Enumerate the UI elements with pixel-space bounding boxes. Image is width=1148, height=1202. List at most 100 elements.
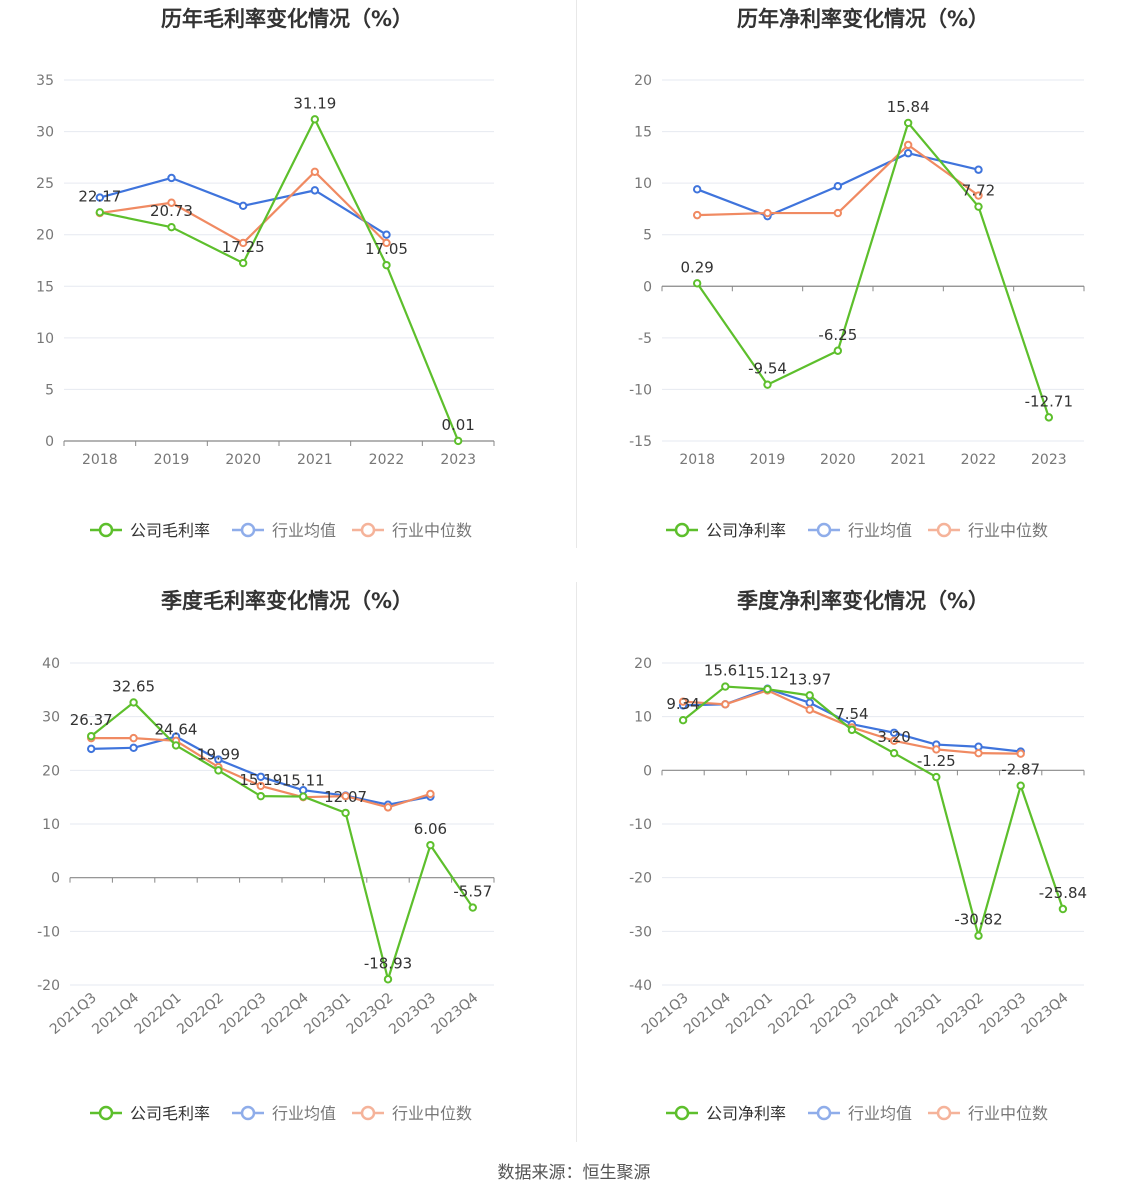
data-point-company[interactable] bbox=[1016, 781, 1025, 790]
data-point-industry-median[interactable] bbox=[805, 705, 814, 714]
legend-item-industry-median[interactable]: 行业中位数 bbox=[928, 521, 1048, 540]
data-label: -6.25 bbox=[818, 326, 857, 344]
y-tick-label: 0 bbox=[643, 763, 652, 779]
data-point-industry-avg[interactable] bbox=[256, 772, 265, 781]
data-point-industry-median[interactable] bbox=[341, 791, 350, 801]
data-point-company[interactable] bbox=[468, 903, 477, 912]
data-point-company[interactable] bbox=[453, 436, 463, 446]
data-point-industry-avg[interactable] bbox=[805, 698, 814, 707]
data-point-industry-median[interactable] bbox=[763, 208, 772, 218]
data-point-industry-avg[interactable] bbox=[833, 182, 843, 191]
data-point-industry-avg[interactable] bbox=[167, 173, 176, 183]
data-point-company[interactable] bbox=[763, 380, 772, 389]
data-point-industry-median[interactable] bbox=[382, 238, 391, 248]
data-point-company[interactable] bbox=[341, 808, 350, 818]
data-point-industry-median[interactable] bbox=[238, 238, 248, 248]
y-tick-label: 35 bbox=[36, 73, 54, 89]
data-label: 15.11 bbox=[282, 772, 325, 790]
data-point-industry-median[interactable] bbox=[310, 167, 320, 176]
legend-item-company[interactable]: 公司净利率 bbox=[666, 1104, 786, 1123]
data-point-company[interactable] bbox=[847, 725, 857, 735]
data-point-industry-avg[interactable] bbox=[87, 744, 96, 754]
data-point-company[interactable] bbox=[129, 698, 138, 707]
data-point-company[interactable] bbox=[1058, 904, 1068, 914]
data-point-company[interactable] bbox=[763, 684, 772, 694]
data-point-company[interactable] bbox=[256, 791, 265, 801]
x-tick-label: 2022Q2 bbox=[174, 990, 227, 1038]
data-label: 19.99 bbox=[197, 745, 240, 763]
data-point-company[interactable] bbox=[1044, 413, 1054, 422]
data-point-company[interactable] bbox=[87, 731, 96, 741]
data-point-industry-median[interactable] bbox=[129, 733, 138, 743]
data-point-industry-median[interactable] bbox=[833, 208, 843, 218]
chart-svg: 历年净利率变化情况（%） -15 -10 -5 0 5 10 15 20 2018 2019 2020… bbox=[629, 7, 1085, 540]
data-point-industry-median[interactable] bbox=[1016, 749, 1025, 758]
data-point-company[interactable] bbox=[310, 115, 320, 124]
legend-item-industry-median[interactable]: 行业中位数 bbox=[352, 1104, 472, 1123]
y-tick-label: 10 bbox=[42, 817, 60, 833]
data-point-company[interactable] bbox=[805, 691, 814, 700]
data-point-company[interactable] bbox=[214, 766, 223, 775]
legend-item-company[interactable]: 公司净利率 bbox=[666, 521, 786, 540]
data-point-company[interactable] bbox=[238, 258, 248, 268]
data-point-industry-median[interactable] bbox=[903, 140, 913, 150]
data-point-industry-avg[interactable] bbox=[692, 185, 702, 194]
chart-svg: 季度净利率变化情况（%） -40 -30 -20 -10 0 10 20 2021Q32021Q… bbox=[629, 589, 1087, 1123]
data-point-industry-median[interactable] bbox=[383, 803, 393, 812]
data-point-company[interactable] bbox=[383, 975, 393, 984]
legend-item-industry-avg[interactable]: 行业均值 bbox=[808, 1104, 912, 1123]
svg-text:行业均值: 行业均值 bbox=[848, 521, 912, 540]
data-point-industry-avg[interactable] bbox=[974, 742, 983, 751]
data-point-company[interactable] bbox=[974, 931, 983, 940]
data-point-industry-median[interactable] bbox=[426, 789, 435, 799]
data-point-industry-median[interactable] bbox=[889, 736, 899, 746]
data-point-company[interactable] bbox=[974, 202, 983, 211]
data-point-industry-avg[interactable] bbox=[382, 230, 391, 239]
y-tick-label: 30 bbox=[36, 125, 54, 141]
legend-item-industry-median[interactable]: 行业中位数 bbox=[352, 521, 472, 540]
data-point-industry-median[interactable] bbox=[256, 781, 265, 791]
data-point-industry-avg[interactable] bbox=[129, 743, 138, 752]
data-point-company[interactable] bbox=[678, 716, 688, 725]
data-point-industry-median[interactable] bbox=[721, 700, 730, 709]
data-point-industry-median[interactable] bbox=[692, 210, 702, 220]
data-point-industry-avg[interactable] bbox=[310, 186, 320, 195]
data-point-industry-median[interactable] bbox=[974, 748, 983, 758]
data-point-company[interactable] bbox=[382, 260, 391, 270]
data-point-industry-median[interactable] bbox=[932, 745, 941, 754]
data-point-industry-avg[interactable] bbox=[95, 193, 105, 202]
data-point-industry-median[interactable] bbox=[678, 697, 688, 706]
legend-item-industry-avg[interactable]: 行业均值 bbox=[232, 521, 336, 540]
data-point-industry-median[interactable] bbox=[167, 198, 176, 207]
data-label: 22.17 bbox=[78, 187, 121, 205]
data-point-company[interactable] bbox=[889, 748, 899, 758]
data-point-company[interactable] bbox=[692, 279, 702, 288]
data-point-company[interactable] bbox=[426, 840, 435, 850]
legend-item-industry-avg[interactable]: 行业均值 bbox=[232, 1104, 336, 1123]
data-point-industry-avg[interactable] bbox=[889, 728, 899, 737]
legend-item-industry-avg[interactable]: 行业均值 bbox=[808, 521, 912, 540]
data-point-industry-median[interactable] bbox=[974, 191, 983, 200]
data-point-company[interactable] bbox=[903, 118, 913, 128]
legend-item-industry-median[interactable]: 行业中位数 bbox=[928, 1104, 1048, 1123]
data-point-industry-avg[interactable] bbox=[238, 201, 248, 211]
data-point-industry-avg[interactable] bbox=[903, 149, 913, 158]
data-point-company[interactable] bbox=[833, 346, 843, 355]
data-point-industry-avg[interactable] bbox=[974, 165, 983, 174]
data-point-company[interactable] bbox=[171, 741, 181, 750]
legend-item-company[interactable]: 公司毛利率 bbox=[90, 1104, 210, 1123]
data-point-company[interactable] bbox=[932, 772, 941, 782]
data-point-company[interactable] bbox=[95, 208, 105, 217]
data-point-company[interactable] bbox=[167, 222, 176, 232]
y-tick-label: -20 bbox=[37, 978, 60, 994]
data-point-industry-avg[interactable] bbox=[214, 755, 223, 764]
data-point-company[interactable] bbox=[299, 792, 308, 801]
x-tick-label: 2019 bbox=[154, 452, 190, 468]
x-tick-label: 2022Q3 bbox=[808, 990, 861, 1038]
quarterly-net-margin-chart: 季度净利率变化情况（%） -40 -30 -20 -10 0 10 20 2021Q3 2021Q… bbox=[576, 582, 1148, 1162]
data-point-company[interactable] bbox=[721, 682, 730, 691]
legend-item-company[interactable]: 公司毛利率 bbox=[90, 521, 210, 540]
data-label: 20.73 bbox=[150, 202, 193, 220]
annual-net-margin-chart: 历年净利率变化情况（%） -15 -10 -5 0 5 10 15 20 2018 2019 2020… bbox=[576, 0, 1148, 580]
annual-gross-margin-chart: 历年毛利率变化情况（%） 0 5 10 15 20 25 30 35 2018 2019 2020 20… bbox=[0, 0, 574, 580]
